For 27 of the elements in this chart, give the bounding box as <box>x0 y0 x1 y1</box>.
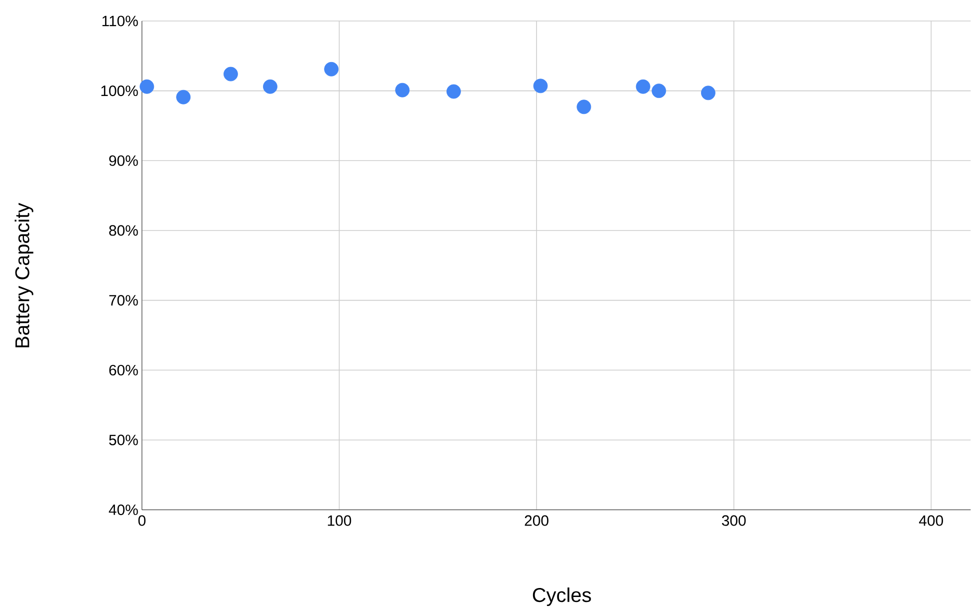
point <box>533 78 548 94</box>
point <box>652 84 666 98</box>
point <box>176 90 191 104</box>
y-tick-label: 100% <box>101 86 138 96</box>
x-tick-label: 300 <box>722 515 746 526</box>
y-tick-label: 110% <box>102 16 138 26</box>
point <box>446 84 461 99</box>
y-tick-label: 60% <box>109 364 138 376</box>
y-tick-label: 90% <box>109 155 138 166</box>
x-tick-label: 0 <box>138 515 146 526</box>
y-tick-label: 40% <box>108 504 138 516</box>
point <box>324 62 339 76</box>
point <box>262 80 278 94</box>
x-tick-label: 400 <box>919 515 944 526</box>
y-tick-label: 50% <box>109 434 138 446</box>
point <box>636 80 650 94</box>
point <box>576 100 592 114</box>
x-tick-label: 200 <box>524 515 548 526</box>
point <box>140 80 154 94</box>
y-axis-title: Battery Capacity <box>14 203 34 348</box>
point <box>701 86 716 100</box>
point <box>224 66 238 82</box>
point <box>395 83 410 98</box>
y-tick-label: 80% <box>109 225 138 236</box>
x-tick-label: 100 <box>328 515 352 526</box>
y-tick-label: 70% <box>109 295 138 306</box>
x-axis-title: Cycles <box>532 588 591 606</box>
